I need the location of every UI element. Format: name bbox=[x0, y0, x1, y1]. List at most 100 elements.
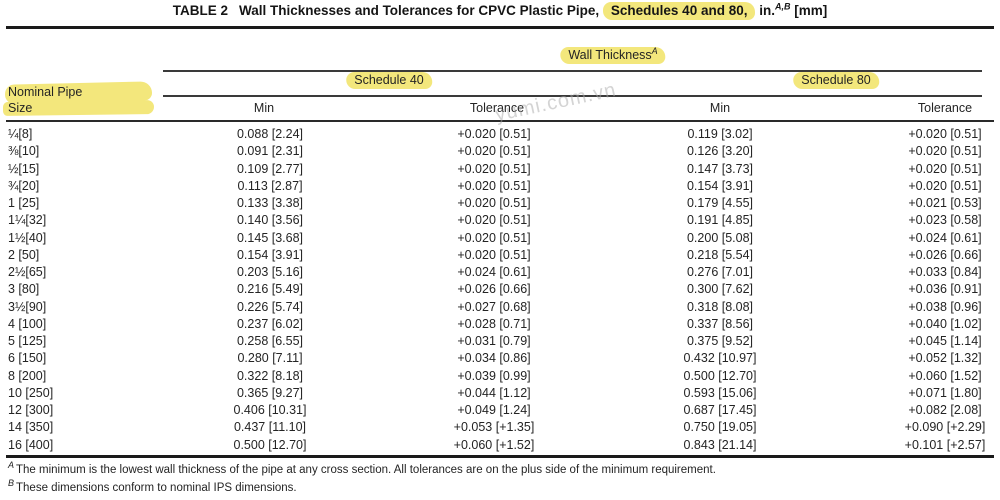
title-highlight: Schedules 40 and 80, bbox=[602, 2, 756, 20]
table-cell: +0.020 [0.51] bbox=[908, 178, 982, 193]
footnote-a-text: The minimum is the lowest wall thickness… bbox=[16, 464, 716, 476]
footnotes: A The minimum is the lowest wall thicknes… bbox=[8, 460, 716, 498]
table-cell: +0.023 [0.58] bbox=[908, 213, 982, 228]
table-cell: 0.500 [12.70] bbox=[233, 437, 307, 452]
table-cell: +0.033 [0.84] bbox=[908, 265, 982, 279]
column-header-sch80-tolerance: Tolerance bbox=[917, 101, 973, 115]
table-cell: +0.036 [0.91] bbox=[908, 282, 982, 297]
wall-thickness-footnote-marker: A bbox=[651, 45, 658, 56]
table-row: 8 [200] 0.322 [8.18] +0.039 [0.99] 0.500 [1… bbox=[0, 368, 1000, 385]
table-cell: 0.432 [10.97] bbox=[683, 351, 757, 366]
title-unit: in. bbox=[759, 3, 775, 18]
table-cell: 0.843 [21.14] bbox=[683, 437, 757, 452]
table-cell: 0.109 [2.77] bbox=[236, 161, 304, 176]
wall-thickness-header: Wall ThicknessA bbox=[560, 45, 666, 64]
table-cell: +0.034 [0.86] bbox=[457, 351, 531, 366]
table-cell: +0.024 [0.61] bbox=[457, 265, 531, 279]
schedule-80-header: Schedule 80 bbox=[793, 72, 879, 89]
table-cell: 0.154 [3.91] bbox=[236, 247, 304, 262]
table-cell: ¾[20] bbox=[8, 178, 40, 193]
table-cell: 0.218 [5.54] bbox=[686, 247, 754, 262]
table-row: ⅜[10] 0.091 [2.31] +0.020 [0.51] 0.126 [3.2… bbox=[0, 143, 1000, 160]
table-cell: 5 [125] bbox=[8, 334, 47, 348]
title-mm-unit: [mm] bbox=[794, 3, 828, 18]
table-row: 1¼[32] 0.140 [3.56] +0.020 [0.51] 0.191 [4.… bbox=[0, 212, 1000, 229]
bottom-rule bbox=[6, 455, 994, 458]
table-cell: 0.140 [3.56] bbox=[236, 213, 304, 228]
table-number: TABLE 2 bbox=[172, 3, 229, 18]
title-text: Wall Thicknesses and Tolerances for CPVC… bbox=[239, 3, 600, 18]
table-cell: 0.191 [4.85] bbox=[686, 213, 754, 228]
column-header-sch40-min: Min bbox=[253, 101, 275, 115]
table-row: 4 [100] 0.237 [6.02] +0.028 [0.71] 0.337 [8… bbox=[0, 316, 1000, 333]
table-cell: 0.593 [15.06] bbox=[683, 385, 757, 400]
column-header-sch40-tolerance: Tolerance bbox=[469, 101, 525, 115]
table-cell: 0.203 [5.16] bbox=[236, 265, 304, 279]
table-cell: +0.049 [1.24] bbox=[457, 403, 531, 417]
table-cell: 0.179 [4.55] bbox=[686, 196, 754, 210]
table-cell: +0.026 [0.66] bbox=[908, 247, 982, 262]
footnote-b-text: These dimensions conform to nominal IPS … bbox=[16, 481, 297, 494]
table-cell: +0.044 [1.12] bbox=[457, 385, 531, 400]
schedule-rule bbox=[163, 95, 982, 97]
wall-thickness-label: Wall Thickness bbox=[568, 48, 652, 62]
table-cell: +0.020 [0.51] bbox=[908, 161, 982, 176]
table-cell: 6 [150] bbox=[8, 351, 47, 366]
table-row: ¼[8] 0.088 [2.24] +0.020 [0.51] 0.119 [3.02… bbox=[0, 126, 1000, 143]
table-cell: 2½[65] bbox=[8, 265, 47, 279]
table-cell: +0.060 [1.52] bbox=[908, 368, 982, 383]
table-cell: +0.060 [+1.52] bbox=[453, 437, 535, 452]
table-cell: +0.101 [+2.57] bbox=[904, 437, 986, 452]
table-cell: +0.020 [0.51] bbox=[457, 196, 531, 210]
table-cell: 0.318 [8.08] bbox=[686, 299, 754, 314]
table-row: 10 [250] 0.365 [9.27] +0.044 [1.12] 0.593 [… bbox=[0, 385, 1000, 402]
table-cell: +0.052 [1.32] bbox=[908, 351, 982, 366]
table-cell: +0.020 [0.51] bbox=[457, 144, 531, 159]
nominal-pipe-label: Nominal Pipe bbox=[8, 85, 83, 99]
table-cell: +0.026 [0.66] bbox=[457, 282, 531, 297]
table-cell: 0.375 [9.52] bbox=[686, 334, 754, 348]
table-cell: ⅜[10] bbox=[8, 144, 40, 159]
footnote-b: B These dimensions conform to nominal IPS… bbox=[8, 478, 716, 498]
nominal-pipe-size-header: Nominal Pipe Size bbox=[8, 84, 82, 116]
table-cell: 8 [200] bbox=[8, 368, 47, 383]
table-cell: +0.020 [0.51] bbox=[457, 127, 531, 141]
wall-thickness-table: ¼[8] 0.088 [2.24] +0.020 [0.51] 0.119 [3.02… bbox=[0, 126, 1000, 454]
table-cell: 0.322 [8.18] bbox=[236, 368, 304, 383]
table-cell: +0.053 [+1.35] bbox=[453, 420, 535, 435]
table-cell: +0.020 [0.51] bbox=[457, 230, 531, 245]
table-cell: 0.258 [6.55] bbox=[236, 334, 304, 348]
table-title: TABLE 2 Wall Thicknesses and Tolerances f… bbox=[0, 1, 1000, 20]
table-cell: 0.280 [7.11] bbox=[237, 351, 303, 366]
table-cell: +0.039 [0.99] bbox=[457, 368, 531, 383]
column-header-sch80-min: Min bbox=[709, 101, 731, 115]
footnote-a-marker: A bbox=[8, 460, 15, 471]
table-row: ¾[20] 0.113 [2.87] +0.020 [0.51] 0.154 [3.9… bbox=[0, 178, 1000, 195]
table-cell: +0.031 [0.79] bbox=[457, 334, 531, 348]
table-cell: 0.126 [3.20] bbox=[686, 144, 754, 159]
table-cell: 0.365 [9.27] bbox=[236, 385, 304, 400]
table-cell: ½[15] bbox=[8, 161, 40, 176]
table-cell: +0.045 [1.14] bbox=[908, 334, 982, 348]
table-cell: +0.040 [1.02] bbox=[908, 316, 982, 331]
table-cell: 0.154 [3.91] bbox=[686, 178, 754, 193]
size-label: Size bbox=[8, 101, 33, 115]
table-cell: +0.090 [+2.29] bbox=[904, 420, 986, 435]
title-footnote-marker: A,B bbox=[774, 1, 791, 12]
table-cell: 16 [400] bbox=[8, 437, 54, 452]
table-cell: +0.020 [0.51] bbox=[457, 161, 531, 176]
table-cell: 4 [100] bbox=[8, 316, 47, 331]
table-cell: +0.028 [0.71] bbox=[457, 316, 531, 331]
table-cell: 0.088 [2.24] bbox=[236, 127, 304, 141]
table-cell: ¼[8] bbox=[8, 127, 33, 141]
table-cell: 0.200 [5.08] bbox=[686, 230, 754, 245]
table-row: 3 [80] 0.216 [5.49] +0.026 [0.66] 0.300 [7.… bbox=[0, 281, 1000, 298]
table-cell: +0.082 [2.08] bbox=[908, 403, 982, 417]
schedule-40-label: Schedule 40 bbox=[346, 72, 432, 89]
table-cell: +0.027 [0.68] bbox=[457, 299, 531, 314]
table-cell: 0.276 [7.01] bbox=[686, 265, 754, 279]
table-cell: +0.071 [1.80] bbox=[908, 385, 982, 400]
table-cell: 0.147 [3.73] bbox=[686, 161, 754, 176]
table-cell: +0.024 [0.61] bbox=[908, 230, 982, 245]
